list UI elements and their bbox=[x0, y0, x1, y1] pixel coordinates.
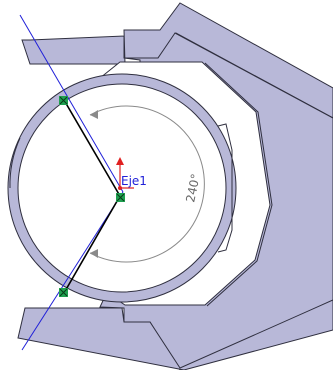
cavity-chamfer-edges bbox=[204, 62, 273, 307]
axis-line-upper[interactable] bbox=[19, 14, 124, 193]
bottom-flange-face[interactable] bbox=[17, 299, 333, 370]
sketch-point-top[interactable] bbox=[59, 96, 68, 105]
ring-left-shadow bbox=[9, 137, 21, 189]
sketch-line-lower[interactable] bbox=[63, 195, 121, 294]
origin-y-arrowhead bbox=[116, 157, 124, 165]
sketch-point-center[interactable] bbox=[116, 193, 125, 202]
dimension-arrow-top bbox=[90, 110, 98, 119]
angle-dimension-text[interactable]: 240° bbox=[183, 172, 203, 203]
sketch-line-upper[interactable] bbox=[63, 99, 121, 197]
angle-dimension-arc[interactable] bbox=[89, 105, 205, 263]
ring-right-slot bbox=[217, 123, 233, 253]
axis-line-lower[interactable] bbox=[21, 191, 124, 351]
origin-point[interactable] bbox=[118, 186, 122, 190]
sketch-point-bottom[interactable] bbox=[59, 288, 68, 297]
axis-label[interactable]: Eje1 bbox=[121, 174, 147, 188]
dimension-arrow-bottom bbox=[90, 249, 98, 258]
